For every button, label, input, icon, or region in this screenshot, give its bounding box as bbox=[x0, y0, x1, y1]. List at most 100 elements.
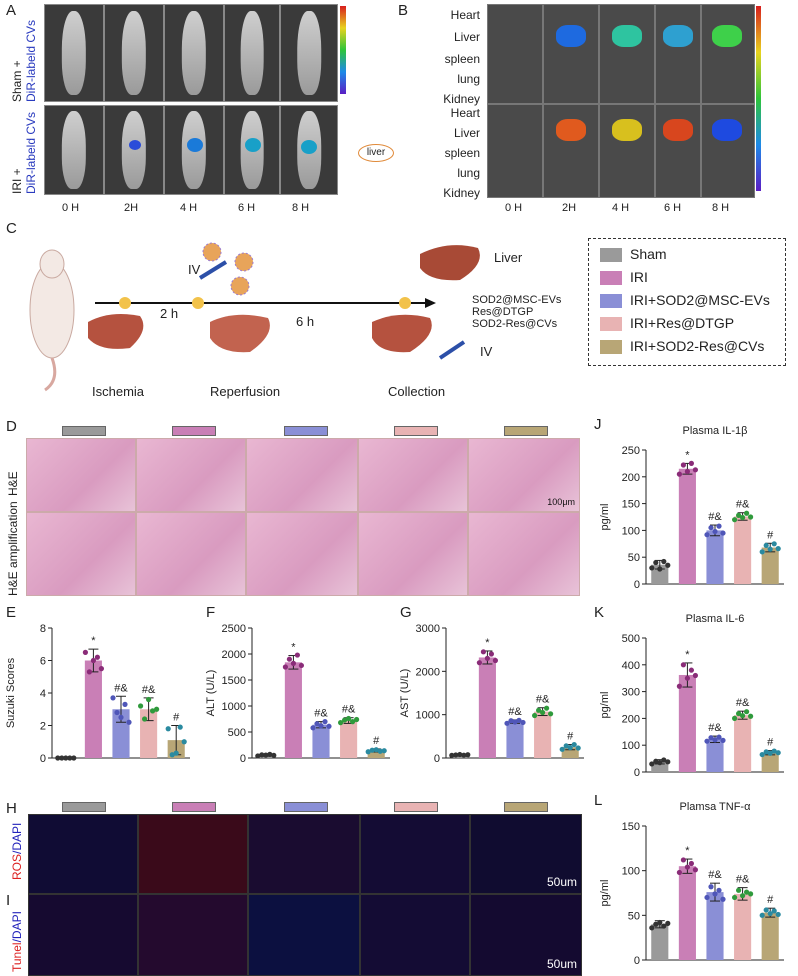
data-point bbox=[708, 884, 714, 890]
data-point bbox=[649, 761, 655, 767]
data-point bbox=[177, 724, 183, 730]
organ-image bbox=[487, 104, 543, 198]
ivis-mouse-image bbox=[224, 4, 280, 102]
panel-label-c: C bbox=[6, 220, 17, 237]
data-point bbox=[680, 462, 686, 468]
ivis-mouse-image bbox=[164, 105, 224, 195]
data-point bbox=[492, 657, 498, 664]
significance-label: #& bbox=[736, 499, 750, 511]
y-tick-label: 2500 bbox=[222, 623, 246, 635]
group-color-bar bbox=[394, 426, 438, 436]
y-tick-label: 150 bbox=[622, 499, 640, 511]
organ-label: Heart bbox=[450, 8, 480, 22]
data-point bbox=[688, 667, 694, 673]
data-point bbox=[181, 739, 187, 745]
data-point bbox=[716, 734, 722, 740]
legend-label: IRI+SOD2@MSC-EVs bbox=[630, 292, 770, 308]
liver-label: Liver bbox=[494, 250, 523, 265]
bar bbox=[678, 674, 696, 772]
group-legend bbox=[588, 238, 786, 366]
timepoint-label: 2H bbox=[562, 202, 577, 214]
data-point bbox=[720, 530, 726, 536]
y-tick-label: 50 bbox=[628, 552, 640, 564]
ros-fluorescence-image bbox=[138, 814, 248, 894]
row-label-suffix: DiR-labeld CVs bbox=[24, 19, 38, 102]
organ-image bbox=[655, 104, 701, 198]
group-color-bar bbox=[62, 426, 106, 436]
data-point bbox=[126, 719, 132, 725]
bar bbox=[561, 747, 579, 758]
data-point bbox=[465, 752, 471, 758]
chart-title: Plamsa TNF-α bbox=[680, 801, 752, 813]
panel-a-row1-label: Sham + DiR-labeld CVs bbox=[4, 20, 38, 102]
tnfa-bar-chart: Plamsa TNF-α 0 50 100 150 pg/ml * #& #& # bbox=[599, 801, 784, 967]
y-tick-label: 400 bbox=[622, 660, 640, 672]
ast-bar-chart: 0 1000 2000 3000 AST (U/L) * #& #& # bbox=[399, 623, 584, 765]
ivis-mouse-image bbox=[104, 4, 164, 102]
he-amplified-image bbox=[468, 512, 580, 596]
bar bbox=[706, 530, 724, 584]
y-axis-label: Suzuki Scores bbox=[5, 657, 17, 728]
y-tick-label: 200 bbox=[622, 713, 640, 725]
significance-label: # bbox=[767, 894, 774, 906]
he-stain-image bbox=[246, 438, 358, 512]
significance-label: #& bbox=[708, 511, 722, 523]
row-label-tunel-dapi: Tunel/DAPI bbox=[10, 911, 24, 972]
y-tick-label: 500 bbox=[228, 727, 246, 739]
data-point bbox=[657, 760, 663, 766]
data-point bbox=[712, 737, 718, 743]
ivis-mouse-image bbox=[280, 105, 338, 195]
y-axis-label: pg/ml bbox=[599, 504, 611, 531]
y-tick-label: 2000 bbox=[416, 666, 440, 678]
ivis-mouse-image bbox=[44, 4, 104, 102]
data-point bbox=[63, 755, 69, 761]
data-point bbox=[318, 723, 324, 729]
data-point bbox=[461, 752, 467, 758]
organ-image bbox=[543, 104, 599, 198]
data-point bbox=[154, 706, 160, 712]
y-tick-label: 200 bbox=[622, 472, 640, 484]
he-stain-image bbox=[358, 438, 468, 512]
iv-label: IV bbox=[188, 262, 201, 277]
timepoint-label: 6 H bbox=[664, 202, 682, 214]
significance-label: # bbox=[373, 735, 380, 747]
group-color-bar bbox=[394, 802, 438, 812]
data-point bbox=[563, 743, 569, 749]
legend-label: Sham bbox=[630, 246, 667, 262]
data-point bbox=[146, 696, 152, 703]
duration-label: 6 h bbox=[296, 314, 315, 329]
data-point bbox=[67, 755, 73, 761]
bar bbox=[761, 547, 779, 584]
group-color-bar bbox=[284, 426, 328, 436]
row-label-prefix: Sham + bbox=[10, 60, 24, 102]
data-point bbox=[763, 542, 769, 549]
panel-a-row2-label: IRI + DiR-labeld CVs bbox=[4, 110, 38, 194]
legend-swatch bbox=[600, 271, 622, 285]
panel-label-h: H bbox=[6, 800, 17, 817]
bar bbox=[506, 721, 524, 758]
data-point bbox=[286, 656, 292, 662]
data-point bbox=[665, 759, 671, 765]
data-point bbox=[661, 757, 667, 763]
significance-label: * bbox=[91, 635, 96, 647]
data-point bbox=[118, 714, 124, 720]
data-point bbox=[767, 910, 773, 917]
data-point bbox=[338, 720, 344, 726]
bar bbox=[706, 892, 724, 960]
panel-label-f: F bbox=[206, 604, 216, 621]
data-point bbox=[298, 662, 304, 669]
tunel-fluorescence-image bbox=[138, 894, 248, 976]
data-point bbox=[676, 869, 682, 876]
il6-bar-chart: Plasma IL-6 0 100 200 300 400 500 pg/ml * #& #& # bbox=[599, 613, 784, 779]
y-tick-label: 100 bbox=[622, 866, 640, 878]
data-point bbox=[720, 737, 726, 743]
organ-image bbox=[701, 4, 755, 104]
data-point bbox=[457, 751, 463, 758]
data-point bbox=[82, 649, 88, 655]
significance-label: #& bbox=[708, 722, 722, 734]
data-point bbox=[732, 517, 738, 523]
legend-label: IRI bbox=[630, 269, 648, 285]
significance-label: #& bbox=[736, 874, 750, 886]
tunel-fluorescence-image: 50um bbox=[470, 894, 582, 976]
data-point bbox=[684, 468, 690, 475]
